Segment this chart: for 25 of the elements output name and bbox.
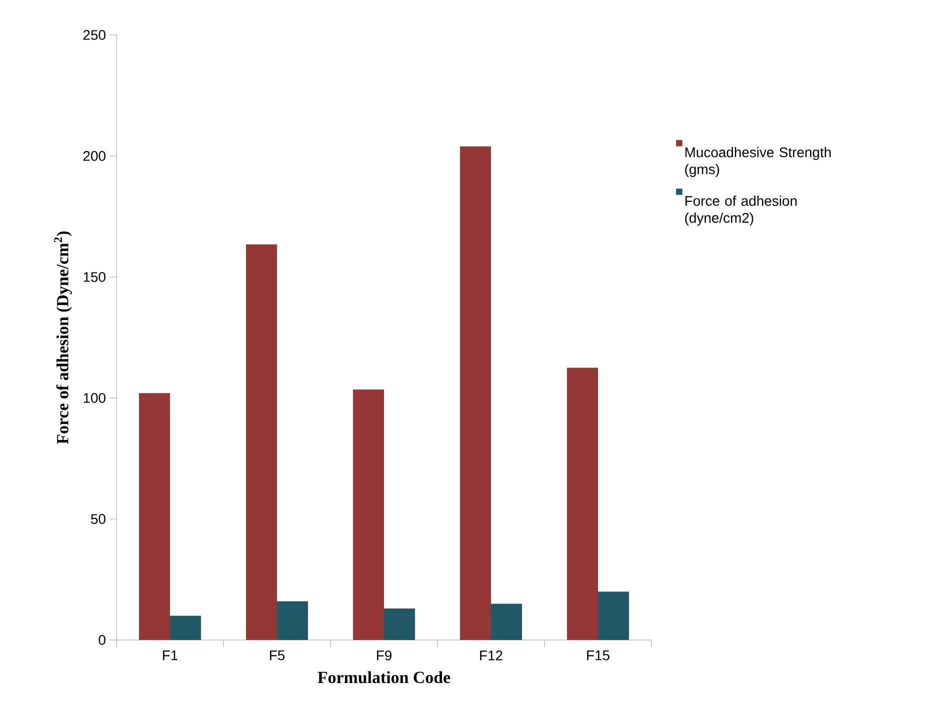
- bar: [246, 244, 277, 640]
- y-tick-label: 200: [83, 151, 106, 161]
- x-tick-label: F5: [270, 650, 285, 660]
- bar: [384, 608, 416, 640]
- y-axis-title: Force of adhesion (Dyne/cm$^{2}$): [54, 231, 72, 444]
- y-tick-label: 250: [83, 30, 106, 40]
- x-tick-label: F12: [480, 650, 502, 660]
- y-tick-label: 100: [84, 393, 106, 403]
- bar: [170, 616, 201, 640]
- bar: [277, 601, 308, 640]
- y-tick-label: 0: [98, 635, 106, 645]
- legend-label: Mucoadhesive Strength (gms): [685, 147, 831, 177]
- bar: [139, 393, 170, 640]
- x-tick-label: F1: [163, 650, 178, 660]
- bar: [353, 390, 384, 640]
- legend-label: Force of adhesion (dyne/cm2): [685, 196, 797, 226]
- x-tick-label: F15: [587, 650, 610, 660]
- y-tick-label: 50: [91, 514, 106, 524]
- bar: [567, 368, 598, 640]
- y-tick-label: 150: [84, 272, 106, 282]
- bar: [460, 146, 492, 640]
- bar: [598, 592, 630, 640]
- x-tick-label: F9: [377, 650, 392, 660]
- bar: [491, 604, 522, 640]
- x-axis-title: Formulation Code: [318, 671, 450, 684]
